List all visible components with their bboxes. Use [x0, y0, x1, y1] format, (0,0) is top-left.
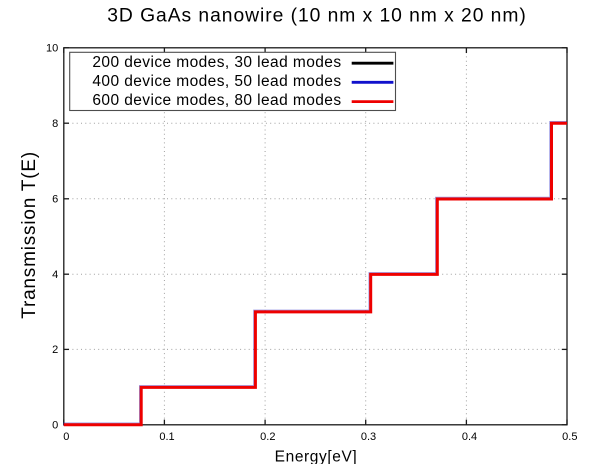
svg-text:0: 0	[63, 431, 69, 443]
svg-text:600 device modes, 80 lead mode: 600 device modes, 80 lead modes	[92, 92, 341, 109]
svg-text:200 device modes, 30 lead mode: 200 device modes, 30 lead modes	[92, 54, 341, 71]
svg-text:Energy[eV]: Energy[eV]	[275, 449, 358, 464]
svg-text:0.4: 0.4	[462, 431, 477, 443]
svg-text:6: 6	[52, 194, 58, 206]
svg-text:0.2: 0.2	[260, 431, 275, 443]
svg-text:400 device modes, 50 lead mode: 400 device modes, 50 lead modes	[92, 73, 341, 90]
svg-text:8: 8	[52, 118, 58, 130]
svg-text:0: 0	[52, 420, 58, 432]
svg-text:4: 4	[52, 269, 58, 281]
svg-text:0.3: 0.3	[361, 431, 376, 443]
svg-text:0.5: 0.5	[562, 431, 577, 443]
svg-text:0.1: 0.1	[159, 431, 174, 443]
svg-text:2: 2	[52, 344, 58, 356]
svg-text:10: 10	[46, 43, 58, 55]
svg-text:3D GaAs nanowire (10 nm x 10 n: 3D GaAs nanowire (10 nm x 10 nm x 20 nm)	[107, 5, 527, 26]
svg-text:Transmission T(E): Transmission T(E)	[19, 151, 40, 319]
